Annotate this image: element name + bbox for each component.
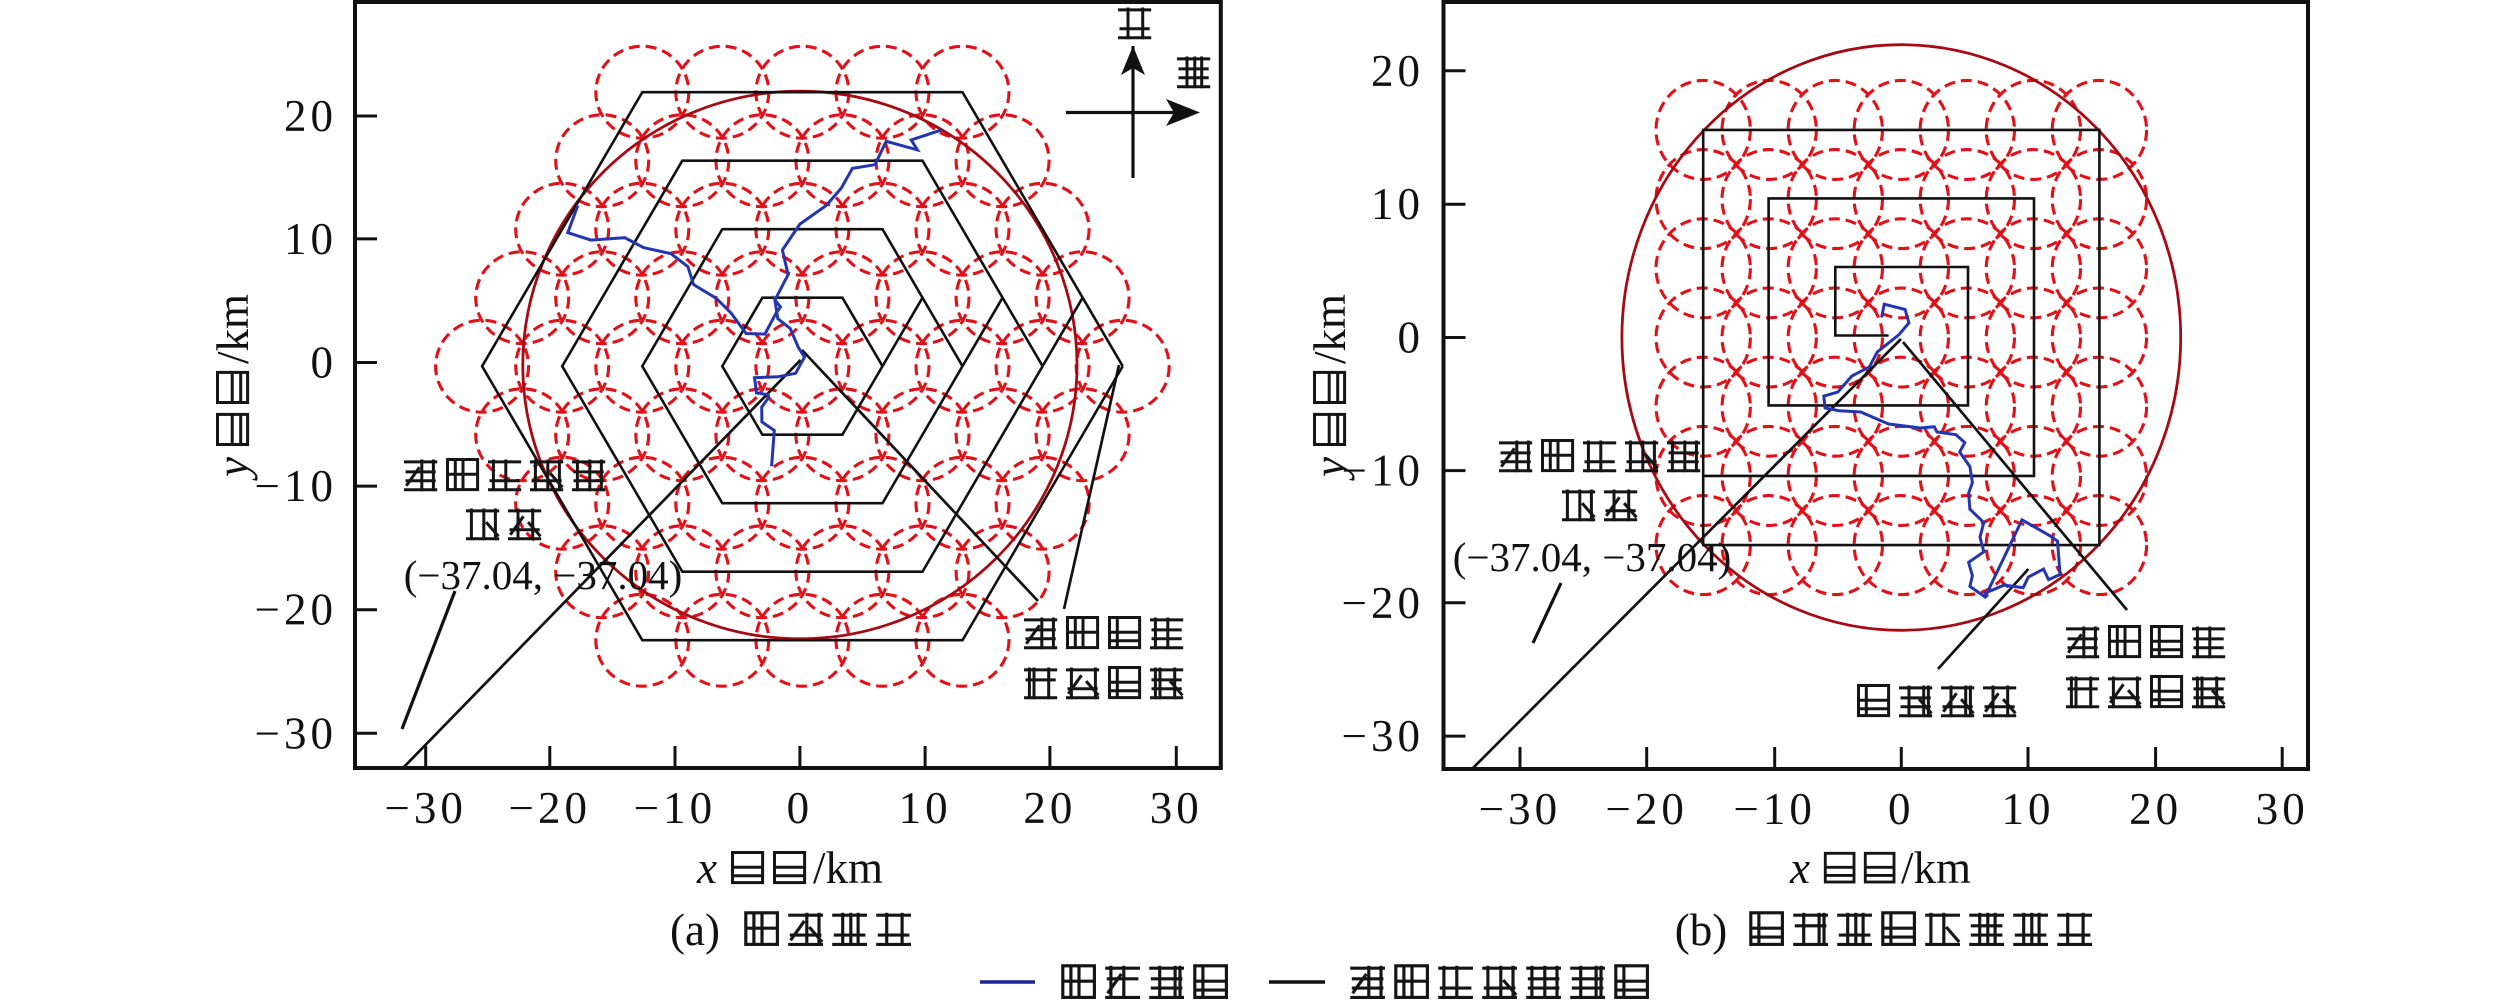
svg-text:−30: −30 — [255, 708, 337, 758]
svg-text:−30: −30 — [1342, 711, 1424, 761]
svg-text:−30: −30 — [1479, 784, 1561, 834]
svg-text:/km: /km — [1901, 843, 1971, 893]
svg-text:30: 30 — [2256, 784, 2309, 834]
svg-text:0: 0 — [787, 783, 814, 833]
svg-text:−20: −20 — [1342, 578, 1424, 628]
svg-text:−10: −10 — [255, 461, 337, 511]
svg-text:10: 10 — [284, 214, 337, 264]
svg-text:10: 10 — [1371, 179, 1424, 229]
svg-text:/km: /km — [1305, 294, 1355, 364]
svg-text:20: 20 — [1371, 46, 1424, 96]
svg-text:(−37.04, −37.04): (−37.04, −37.04) — [404, 552, 683, 598]
svg-text:y: y — [1305, 457, 1355, 481]
svg-text:−30: −30 — [385, 783, 467, 833]
svg-text:20: 20 — [1023, 783, 1076, 833]
svg-text:0: 0 — [1398, 313, 1425, 363]
svg-text:20: 20 — [284, 91, 337, 141]
svg-text:−20: −20 — [509, 783, 591, 833]
svg-text:x: x — [1789, 843, 1810, 893]
svg-text:10: 10 — [2002, 784, 2055, 834]
svg-text:0: 0 — [1888, 784, 1915, 834]
svg-text:x: x — [696, 843, 717, 893]
svg-text:30: 30 — [1150, 783, 1203, 833]
svg-text:−10: −10 — [1734, 784, 1816, 834]
svg-text:/km: /km — [813, 843, 883, 893]
svg-text:(b): (b) — [1675, 905, 1727, 955]
svg-text:(a): (a) — [670, 905, 720, 955]
svg-text:−10: −10 — [634, 783, 716, 833]
svg-text:−20: −20 — [1606, 784, 1688, 834]
svg-text:−10: −10 — [1342, 446, 1424, 496]
svg-text:(−37.04, −37.04): (−37.04, −37.04) — [1453, 534, 1732, 580]
svg-text:/km: /km — [208, 294, 258, 364]
svg-text:−20: −20 — [255, 585, 337, 635]
svg-text:20: 20 — [2129, 784, 2182, 834]
svg-text:0: 0 — [311, 338, 338, 388]
svg-text:10: 10 — [899, 783, 952, 833]
svg-text:y: y — [208, 457, 258, 481]
